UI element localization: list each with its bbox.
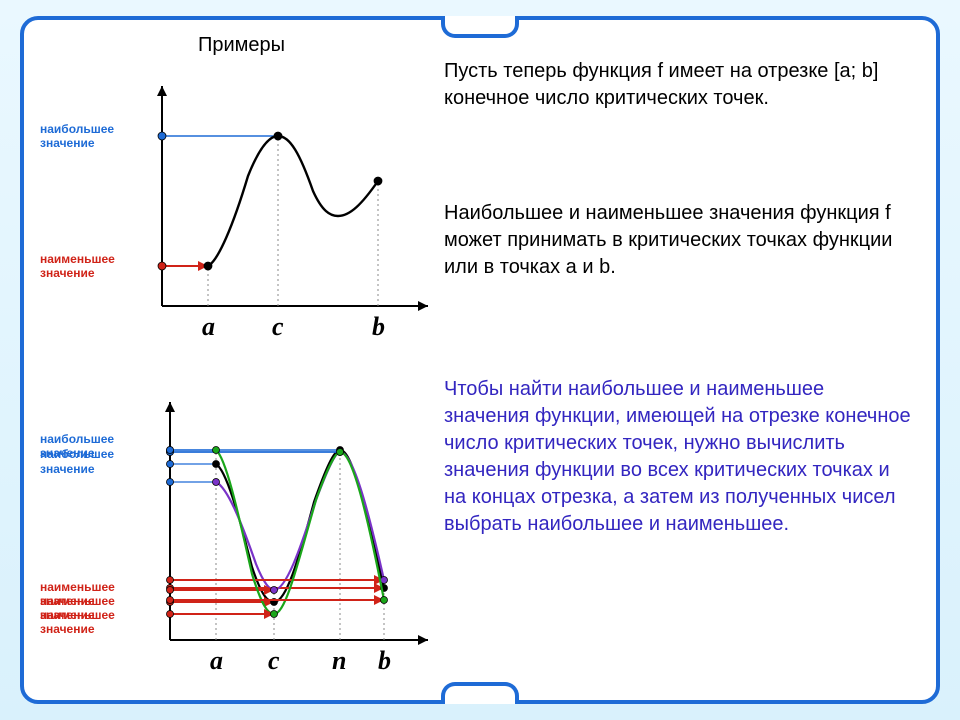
paragraph-2: Наибольшее и наименьшее значения функция… — [444, 200, 914, 281]
axis-label: c — [272, 312, 284, 342]
axis-label: n — [332, 646, 346, 676]
frame-notch-bottom — [441, 682, 519, 704]
chart-label: наибольшеезначение — [40, 122, 114, 151]
axis-label: a — [210, 646, 223, 676]
axis-label: c — [268, 646, 280, 676]
axis-label: b — [378, 646, 391, 676]
frame-notch-top — [441, 16, 519, 38]
chart-2: наибольшеезначениенаибольшеезначениенаим… — [38, 392, 438, 692]
chart-1: наибольшеезначение наименьшеезначение a c b — [38, 76, 438, 356]
paragraph-3: Чтобы найти наибольшее и наименьшее знач… — [444, 376, 914, 538]
chart-label: наименьшеезначение — [40, 608, 115, 637]
chart-label: наименьшеезначение — [40, 252, 115, 281]
paragraph-1: Пусть теперь функция f имеет на отрезке … — [444, 58, 914, 112]
slide-title: Примеры — [198, 34, 285, 57]
axis-label: b — [372, 312, 385, 342]
chart-label: наибольшеезначение — [40, 447, 114, 476]
axis-label: a — [202, 312, 215, 342]
